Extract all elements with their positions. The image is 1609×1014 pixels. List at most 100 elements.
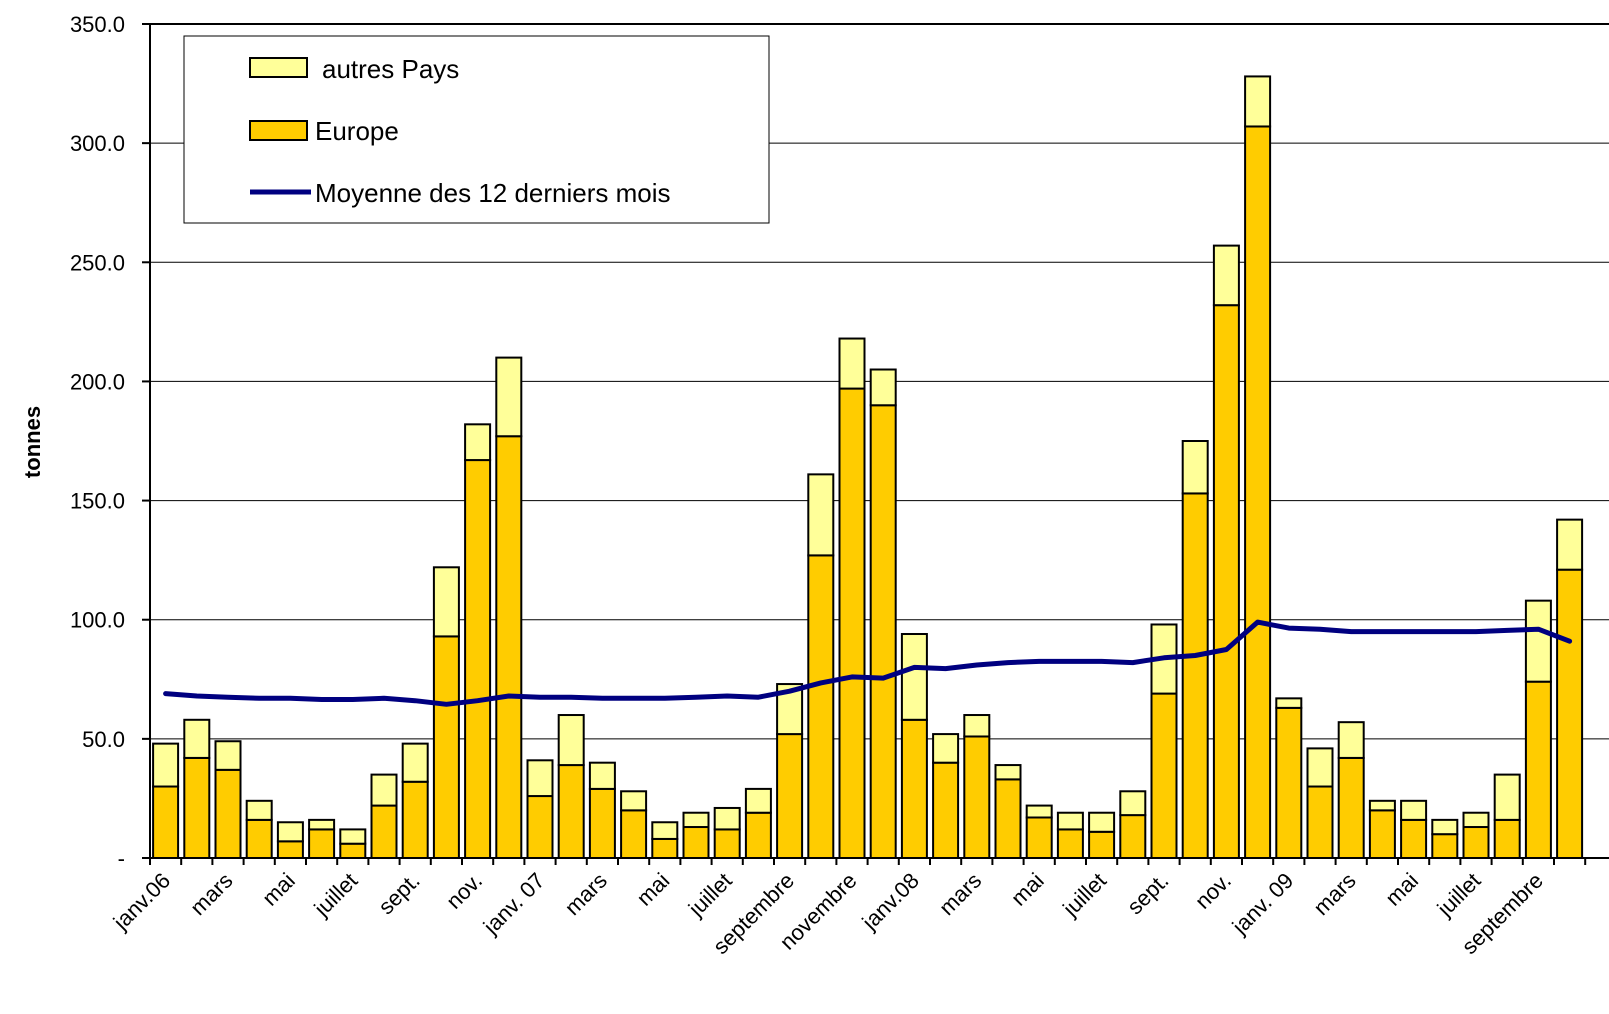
bar-autres-pays	[963, 714, 991, 738]
bar-autres-pays	[807, 473, 835, 557]
y-axis-label: tonnes	[20, 406, 45, 478]
x-tick-label: janv. 07	[478, 868, 550, 940]
bar-autres-pays	[370, 773, 398, 807]
bar-autres-pays	[183, 718, 211, 759]
bar-autres-pays	[682, 811, 710, 829]
x-tick-label: mai	[632, 868, 675, 911]
bar-europe	[1400, 818, 1428, 859]
x-tick-label: juillet	[1057, 868, 1111, 922]
y-tick-label: 300.0	[70, 131, 125, 156]
bar-autres-pays	[1524, 599, 1552, 683]
bar-autres-pays	[651, 821, 679, 840]
bar-autres-pays	[557, 714, 585, 767]
bar-europe	[932, 761, 960, 860]
x-tick-label: mai	[1380, 868, 1423, 911]
bar-autres-pays	[744, 787, 772, 814]
bar-autres-pays	[308, 818, 336, 831]
bar-autres-pays	[1462, 811, 1490, 829]
bar-europe	[620, 809, 648, 859]
axes	[149, 23, 1609, 865]
bar-autres-pays	[339, 828, 367, 845]
bar-autres-pays	[1400, 799, 1428, 821]
y-tick-label: 100.0	[70, 608, 125, 633]
x-tick-labels: janv.06 mars mai juillet sept. nov.janv. 07 ma…	[108, 868, 1548, 959]
bar-europe	[1212, 304, 1240, 860]
bar-autres-pays	[1025, 804, 1053, 819]
bar-autres-pays	[464, 423, 492, 462]
bar-europe	[1244, 125, 1272, 860]
x-tick-label: nov.	[441, 868, 487, 914]
x-tick-label: mars	[1308, 868, 1360, 920]
y-tick-label: 250.0	[70, 250, 125, 275]
bar-europe	[1337, 756, 1365, 859]
bar-autres-pays	[526, 759, 554, 798]
bar-europe	[183, 756, 211, 859]
bar-europe	[588, 787, 616, 860]
bar-europe	[152, 785, 180, 859]
bar-autres-pays	[932, 733, 960, 764]
bar-autres-pays	[1119, 790, 1147, 817]
x-tick-label: sept.	[1122, 868, 1173, 919]
y-tick-label: -	[118, 846, 125, 871]
bar-autres-pays	[245, 799, 273, 821]
bar-europe	[713, 828, 741, 859]
bar-autres-pays	[1088, 811, 1116, 833]
bar-europe	[1368, 809, 1396, 859]
bar-europe	[526, 795, 554, 859]
bar-autres-pays	[994, 764, 1022, 781]
bar-europe	[1181, 492, 1209, 859]
bar-autres-pays	[214, 740, 242, 771]
bar-europe	[432, 635, 460, 859]
bar-autres-pays	[620, 790, 648, 812]
x-tick-label: janv.06	[108, 868, 175, 935]
bar-autres-pays	[1431, 818, 1459, 836]
bar-autres-pays	[495, 356, 523, 438]
bar-europe	[339, 842, 367, 860]
bar-europe	[1088, 830, 1116, 860]
bar-europe	[1556, 568, 1584, 859]
bar-autres-pays	[401, 742, 429, 783]
bar-autres-pays	[869, 368, 897, 407]
x-tick-label: juillet	[308, 868, 362, 922]
bar-europe	[276, 840, 304, 860]
bar-europe	[1524, 680, 1552, 859]
y-tick-labels: - 50.0 100.0 150.0 200.0 250.0 300.0 350.0	[70, 12, 150, 871]
bar-europe	[1119, 814, 1147, 860]
y-tick-label: 350.0	[70, 12, 125, 37]
y-tick-label: 50.0	[82, 727, 125, 752]
bar-europe	[682, 826, 710, 859]
x-tick-label: mars	[185, 868, 237, 920]
x-tick-label: nov.	[1190, 868, 1236, 914]
bar-autres-pays	[276, 821, 304, 843]
bar-autres-pays	[1056, 811, 1084, 831]
bar-autres-pays	[1493, 773, 1521, 821]
x-tick-label: juillet	[683, 868, 737, 922]
x-tick-label: mai	[257, 868, 300, 911]
bar-europe	[1493, 818, 1521, 859]
x-tick-label: juillet	[1432, 868, 1486, 922]
bar-autres-pays	[1337, 721, 1365, 759]
bar-europe	[838, 387, 866, 859]
bar-europe	[651, 837, 679, 859]
bar-autres-pays	[900, 633, 928, 721]
bar-europe	[869, 404, 897, 859]
bar-europe	[807, 554, 835, 859]
legend: autres Pays Europe Moyenne des 12 dernie…	[183, 35, 770, 224]
x-tick-label: mars	[934, 868, 986, 920]
line-moyenne	[163, 619, 1573, 707]
bar-europe	[776, 733, 804, 859]
bar-autres-pays	[838, 337, 866, 390]
bar-europe	[214, 768, 242, 859]
x-tick-label: janv. 09	[1227, 868, 1299, 940]
bar-europe	[1462, 826, 1490, 859]
moving-average-line	[163, 619, 1573, 707]
bar-europe	[1275, 706, 1303, 859]
bar-europe	[557, 764, 585, 859]
bar-europe	[1025, 816, 1053, 860]
legend-label-autres-pays: autres Pays	[322, 54, 459, 84]
x-tick-label: janv.08	[857, 868, 924, 935]
bar-europe	[744, 811, 772, 859]
bar-autres-pays	[713, 806, 741, 831]
bar-autres-pays	[1368, 799, 1396, 812]
